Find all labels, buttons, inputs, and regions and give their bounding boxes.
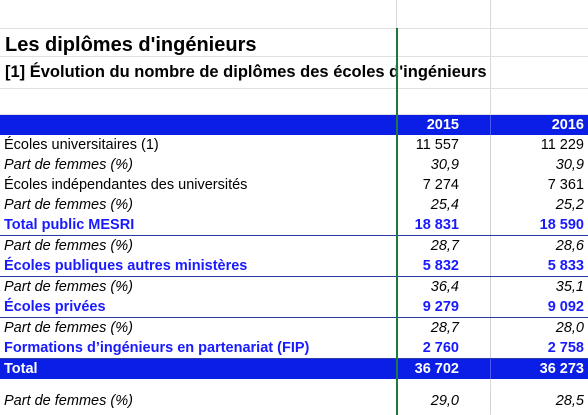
table-row: Part de femmes (%) 25,4 25,2	[0, 195, 588, 215]
value-2016: 36 273	[539, 361, 584, 377]
value-2015: 36,4	[430, 279, 459, 295]
value-2015: 30,9	[430, 157, 459, 173]
row-label: Total	[4, 361, 38, 377]
value-2016: 25,2	[555, 197, 584, 213]
value-2015: 29,0	[430, 393, 459, 409]
row-divider	[0, 88, 588, 89]
value-2015: 18 831	[414, 217, 459, 233]
row-label: Écoles privées	[4, 299, 106, 315]
table-row: Écoles indépendantes des universités 7 2…	[0, 175, 588, 195]
value-2016: 11 229	[540, 137, 584, 153]
subtotal-row: Formations d’ingénieurs en partenariat (…	[0, 338, 588, 359]
value-2016: 2 758	[547, 340, 584, 356]
header-2015: 2015	[426, 117, 459, 133]
table-row: Part de femmes (%) 28,7 28,0	[0, 318, 588, 338]
value-2016: 7 361	[547, 177, 584, 193]
value-2015: 28,7	[430, 320, 459, 336]
row-label: Total public MESRI	[4, 217, 135, 233]
table-row: Part de femmes (%) 36,4 35,1	[0, 277, 588, 297]
header-2016: 2016	[551, 117, 584, 133]
row-label: Écoles indépendantes des universités	[4, 177, 248, 193]
row-label: Part de femmes (%)	[4, 279, 133, 295]
value-2016: 5 833	[547, 258, 584, 274]
row-label: Écoles publiques autres ministères	[4, 258, 248, 274]
value-2015: 2 760	[422, 340, 459, 356]
value-2015: 11 557	[415, 137, 459, 153]
row-label: Formations d’ingénieurs en partenariat (…	[4, 340, 310, 356]
subtotal-row: Total public MESRI 18 831 18 590	[0, 215, 588, 236]
row-label: Écoles universitaires (1)	[4, 137, 159, 153]
value-2016: 9 092	[547, 299, 584, 315]
row-label: Part de femmes (%)	[4, 197, 133, 213]
row-label: Part de femmes (%)	[4, 320, 133, 336]
table-row: Part de femmes (%) 30,9 30,9	[0, 155, 588, 175]
row-divider	[0, 28, 588, 29]
column-divider	[396, 0, 397, 28]
value-2015: 5 832	[422, 258, 459, 274]
row-divider	[0, 56, 588, 57]
row-divider	[0, 114, 588, 115]
table-row: Part de femmes (%) 28,7 28,6	[0, 236, 588, 256]
value-2016: 28,6	[555, 238, 584, 254]
table-subtitle: [1] Évolution du nombre de diplômes des …	[5, 63, 487, 81]
value-2015: 28,7	[430, 238, 459, 254]
value-2015: 9 279	[422, 299, 459, 315]
total-row: Total 36 702 36 273	[0, 359, 588, 379]
page-title: Les diplômes d'ingénieurs	[5, 34, 257, 56]
value-2016: 18 590	[539, 217, 584, 233]
value-2016: 30,9	[555, 157, 584, 173]
freeze-pane-line[interactable]	[396, 28, 398, 415]
row-label: Part de femmes (%)	[4, 157, 133, 173]
table-header-row: 2015 2016	[0, 115, 588, 135]
value-2015: 7 274	[422, 177, 459, 193]
value-2015: 36 702	[414, 361, 459, 377]
table-row: Écoles universitaires (1) 11 557 11 229	[0, 135, 588, 155]
value-2015: 25,4	[430, 197, 459, 213]
value-2016: 28,0	[555, 320, 584, 336]
subtotal-row: Écoles privées 9 279 9 092	[0, 297, 588, 318]
row-label: Part de femmes (%)	[4, 393, 133, 409]
value-2016: 35,1	[555, 279, 584, 295]
row-label: Part de femmes (%)	[4, 238, 133, 254]
subtotal-row: Écoles publiques autres ministères 5 832…	[0, 256, 588, 277]
value-2016: 28,5	[555, 393, 584, 409]
table-row: Part de femmes (%) 29,0 28,5	[0, 391, 588, 411]
